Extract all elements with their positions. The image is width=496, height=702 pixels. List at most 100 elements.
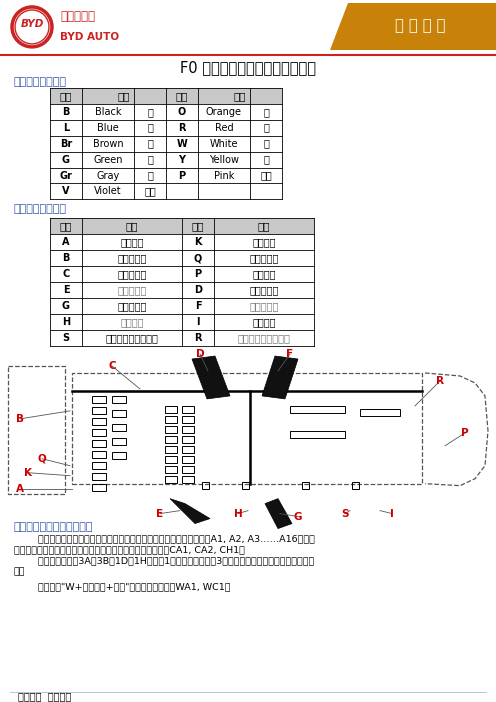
Text: 紫色: 紫色 — [144, 187, 156, 197]
Bar — [112, 424, 126, 431]
Bar — [92, 396, 106, 403]
Polygon shape — [330, 3, 496, 50]
Text: S: S — [341, 508, 349, 519]
Bar — [290, 431, 345, 438]
Bar — [165, 406, 177, 413]
Bar — [242, 482, 249, 489]
Text: O: O — [178, 107, 186, 117]
Text: 棕: 棕 — [147, 138, 153, 149]
Bar — [92, 472, 106, 479]
Text: Violet: Violet — [94, 187, 122, 197]
Text: C: C — [108, 361, 116, 371]
Text: 三、连接器、搭铁命名规则: 三、连接器、搭铁命名规则 — [14, 522, 94, 531]
Text: 一、线束颜色代号: 一、线束颜色代号 — [14, 77, 67, 87]
Bar — [182, 416, 194, 423]
Text: F0 线束、连接器、搭铁命名规则: F0 线束、连接器、搭铁命名规则 — [180, 60, 316, 75]
Text: 黄: 黄 — [263, 154, 269, 164]
Text: 搭铁使用"W+线束代码+数字"的形式表示，例如WA1, WC1。: 搭铁使用"W+线束代码+数字"的形式表示，例如WA1, WC1。 — [14, 582, 231, 591]
Text: Br: Br — [60, 138, 72, 149]
Text: S: S — [62, 333, 69, 343]
Text: 前舱线束: 前舱线束 — [120, 237, 144, 247]
Bar — [302, 482, 309, 489]
Bar — [182, 465, 194, 472]
Text: 代号: 代号 — [176, 91, 188, 101]
Bar — [92, 407, 106, 414]
Text: 蓝: 蓝 — [147, 123, 153, 133]
Bar — [165, 456, 177, 463]
Bar — [92, 439, 106, 446]
Text: 线束: 线束 — [126, 221, 138, 232]
Text: 右前门线束: 右前门线束 — [249, 285, 279, 296]
Text: 右后轮速传感器线束: 右后轮速传感器线束 — [238, 333, 291, 343]
Text: C: C — [62, 270, 69, 279]
Text: V: V — [62, 187, 70, 197]
Text: H: H — [62, 317, 70, 327]
Bar — [112, 452, 126, 458]
Text: R: R — [178, 123, 186, 133]
Text: Y: Y — [179, 154, 186, 164]
Text: G: G — [62, 154, 70, 164]
Bar — [112, 438, 126, 445]
Text: BYD AUTO: BYD AUTO — [60, 32, 119, 42]
Text: E: E — [156, 508, 164, 519]
Text: Orange: Orange — [206, 107, 242, 117]
Text: 红: 红 — [263, 123, 269, 133]
Text: Blue: Blue — [97, 123, 119, 133]
Bar — [182, 446, 194, 453]
Text: B: B — [16, 414, 24, 424]
Text: R: R — [194, 333, 202, 343]
Text: 线束: 线束 — [258, 221, 270, 232]
Text: K: K — [194, 237, 202, 247]
Bar — [92, 418, 106, 425]
Text: L: L — [63, 123, 69, 133]
Text: 代号: 代号 — [192, 221, 204, 232]
Text: F: F — [195, 301, 201, 311]
Bar — [165, 416, 177, 423]
Text: 灰: 灰 — [147, 171, 153, 180]
Text: 代号: 代号 — [60, 221, 72, 232]
Bar — [50, 218, 314, 234]
Polygon shape — [265, 498, 292, 529]
Text: 比亚迪汽车: 比亚迪汽车 — [60, 11, 95, 23]
Bar — [165, 446, 177, 453]
Text: 配电盒小线: 配电盒小线 — [249, 253, 279, 263]
Text: E: E — [62, 285, 69, 296]
Text: I: I — [196, 317, 200, 327]
Bar — [50, 88, 282, 104]
Bar — [182, 476, 194, 483]
Text: White: White — [210, 138, 238, 149]
Text: W: W — [177, 138, 187, 149]
Text: Yellow: Yellow — [209, 154, 239, 164]
Text: B: B — [62, 107, 69, 117]
Bar — [290, 406, 345, 413]
Text: Q: Q — [38, 453, 46, 464]
Text: 右后门线束: 右后门线束 — [249, 301, 279, 311]
Text: 顶棚线束: 顶棚线束 — [252, 317, 276, 327]
Text: B: B — [62, 253, 69, 263]
Text: G: G — [62, 301, 70, 311]
Text: 橙: 橙 — [263, 107, 269, 117]
Text: G: G — [294, 512, 302, 522]
Text: P: P — [194, 270, 201, 279]
Text: BYD: BYD — [20, 19, 44, 29]
Text: Gr: Gr — [60, 171, 72, 180]
Bar — [92, 429, 106, 436]
Text: P: P — [179, 171, 186, 180]
Text: K: K — [24, 468, 32, 477]
Text: 地板线束: 地板线束 — [120, 317, 144, 327]
Bar — [182, 456, 194, 463]
Text: 左后轮速传感器线束: 左后轮速传感器线束 — [106, 333, 158, 343]
Text: 负极线束: 负极线束 — [252, 237, 276, 247]
Bar — [352, 482, 359, 489]
Text: 代号: 代号 — [60, 91, 72, 101]
Text: 颜色: 颜色 — [118, 91, 130, 101]
Text: 背门线束: 背门线束 — [252, 270, 276, 279]
Bar — [360, 409, 400, 416]
Bar — [165, 426, 177, 433]
Bar — [165, 436, 177, 443]
Text: 左后门线束: 左后门线束 — [118, 301, 147, 311]
Polygon shape — [170, 498, 210, 524]
Circle shape — [15, 10, 49, 44]
Text: 在特殊连接器如3A、3B、1D、1H当中，1表示前舱配电盒，3表示仪表配电盒，后边的字母表示序: 在特殊连接器如3A、3B、1D、1H当中，1表示前舱配电盒，3表示仪表配电盒，后… — [14, 556, 314, 565]
Text: Brown: Brown — [93, 138, 124, 149]
